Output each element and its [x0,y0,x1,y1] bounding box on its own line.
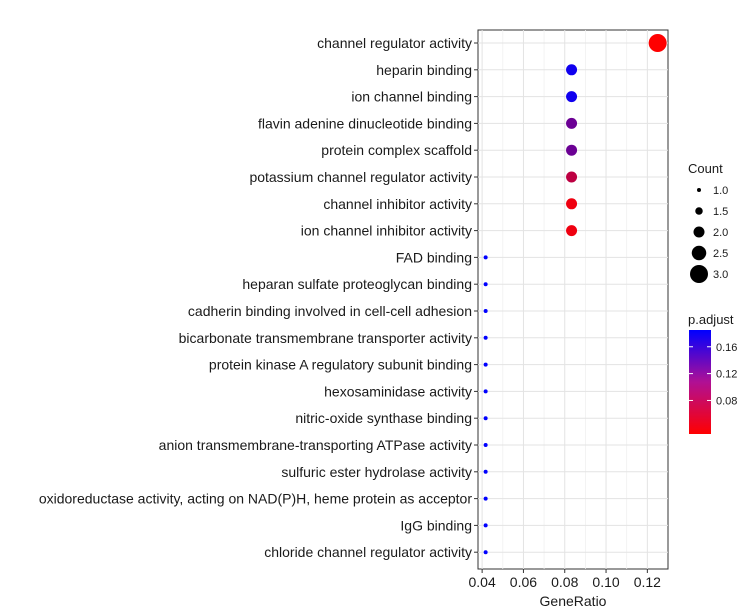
grid-minor [502,30,628,569]
legend-count-label: 2.0 [713,227,728,239]
data-point [483,309,488,313]
legend-p-adjust: p.adjust 0.16 0.12 0.08 [688,312,737,434]
legend-count-title: Count [688,161,723,176]
legend-p-adjust-label: 0.12 [716,369,737,381]
legend-count-key [691,245,707,261]
legend-count-label: 3.0 [713,269,728,281]
legend-p-adjust-label: 0.08 [716,395,737,407]
legend-count-key [690,265,708,283]
x-tick-label: 0.12 [634,574,661,590]
data-point [566,64,578,76]
data-point [566,91,578,103]
data-point [483,416,488,421]
x-axis: 0.04 0.06 0.08 0.10 0.12 [469,569,661,590]
legend-p-adjust-title: p.adjust [688,312,734,327]
legend-count-label: 1.5 [713,206,728,218]
legend-count-key [695,207,703,215]
panel-background [477,29,669,570]
y-tick-label: ion channel binding [351,89,472,105]
y-tick-label: protein complex scaffold [321,142,472,158]
y-tick-label: channel inhibitor activity [323,196,472,212]
y-tick-label: anion transmembrane-transporting ATPase … [159,437,472,453]
data-point [566,225,578,237]
data-point [566,171,578,183]
data-point [483,335,488,340]
y-tick-label: heparan sulfate proteoglycan binding [242,276,472,292]
data-point [483,523,488,528]
y-tick-label: ion channel inhibitor activity [301,223,472,239]
data-point [566,198,578,210]
data-point [483,255,488,260]
data-point [566,117,578,129]
y-tick-label: hexosaminidase activity [324,383,472,399]
data-point [483,469,488,474]
y-tick-label: bicarbonate transmembrane transporter ac… [179,330,472,346]
y-tick-label: channel regulator activity [317,35,472,51]
data-point [648,34,667,52]
legend-count-key [693,226,705,238]
data-points [483,34,667,555]
y-axis: channel regulator activity heparin bindin… [39,35,478,560]
x-tick-label: 0.04 [469,574,496,590]
data-point [566,144,578,156]
data-point [483,389,488,394]
y-tick-label: cadherin binding involved in cell-cell a… [188,303,472,319]
y-tick-label: sulfuric ester hydrolase activity [281,464,472,480]
legend-count-label: 2.5 [713,248,728,260]
y-tick-label: nitric-oxide synthase binding [295,410,472,426]
y-tick-label: oxidoreductase activity, acting on NAD(P… [39,491,473,507]
data-point [483,496,488,501]
legend-count-label: 1.0 [713,185,728,197]
data-point [483,362,488,367]
y-tick-label: protein kinase A regulatory subunit bind… [209,357,472,373]
legend-count-key [697,188,701,192]
y-tick-label: chloride channel regulator activity [264,544,472,560]
legend-count: Count 1.0 1.5 2.0 2.5 3.0 [688,161,728,283]
data-point [483,443,488,447]
y-tick-label: flavin adenine dinucleotide binding [258,115,472,131]
data-point [483,550,488,555]
legend-p-adjust-label: 0.16 [716,342,737,354]
x-tick-label: 0.06 [510,574,537,590]
y-tick-label: FAD binding [396,249,472,265]
x-tick-label: 0.08 [551,574,578,590]
x-axis-title: GeneRatio [540,593,607,609]
y-tick-label: potassium channel regulator activity [249,169,472,185]
x-tick-label: 0.10 [592,574,619,590]
y-tick-label: IgG binding [400,517,472,533]
y-tick-label: heparin binding [376,62,472,78]
data-point [483,282,488,287]
legend-p-adjust-colorbar [689,330,711,434]
